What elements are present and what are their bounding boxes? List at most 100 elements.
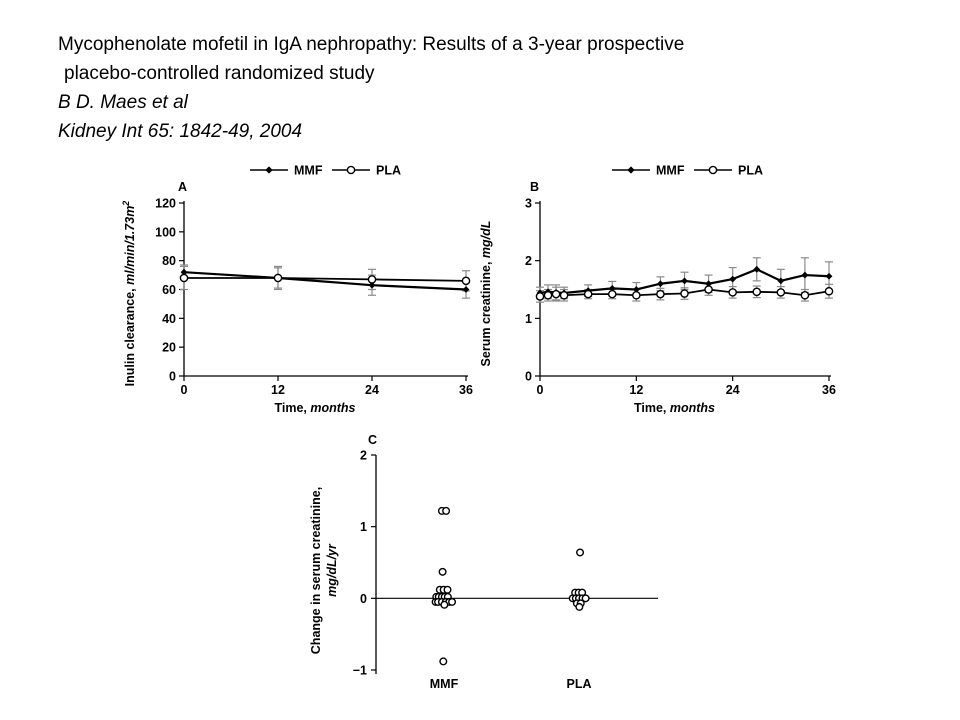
panel-b-mmf-series-line [539,268,830,295]
panel-b-pla-point [728,288,737,297]
panel-a-pla-point [461,276,471,286]
panel-b-legend-mmf-marker [627,166,635,174]
panel-a-mmf-point [368,281,376,289]
panel-b-x-axis-title: Time, months [634,401,715,415]
slide-title-line-1: Mycophenolate mofetil in IgA nephropathy… [58,34,685,55]
panel-a-mmf-point [274,274,282,282]
panel-b-mmf-point [681,277,688,285]
panel-b-pla-point [607,289,617,299]
panel-b-pla-point [656,289,665,299]
panel-b-pla-point [704,285,713,294]
panel-a-y-axis-title: Inulin clearance, ml/min/1.73m2 [121,201,137,387]
panel-b-mmf-point [825,272,833,280]
citation: Kidney Int 65: 1842-49, 2004 [58,121,303,142]
panel-b-y-axis-title: Serum creatinine, mg/dL [479,221,493,367]
panel-c-pla-point [576,599,585,608]
panel-a-y-tick-label: 0 [169,370,176,384]
slide-header: Mycophenolate mofetil in IgA nephropathy… [58,30,684,146]
panel-c-mmf-point [432,592,441,601]
panel-a-mmf-series-line [183,271,467,291]
panel-b-pla-point [543,290,553,300]
panel-c-mmf-point [440,592,449,601]
panel-c-pla-point [574,588,583,597]
panel-c-mmf-point [443,592,452,601]
panel-c-mmf-point [431,597,440,606]
panel-c-mmf-point [445,597,454,606]
panel-c-pla-point [576,548,585,557]
panel-c-mmf-point [438,567,447,576]
panel-c-mmf-point [437,597,446,606]
panel-a-y-tick-label: 60 [162,283,176,297]
panel-a-y-tick-label: 40 [162,312,176,326]
panel-c-pla-point [575,602,584,611]
panel-b-mmf-point [753,265,761,273]
panel-b-pla-point [680,289,689,298]
panel-c-mmf-point [439,585,448,594]
panel-c-y-tick-label: 1 [360,520,367,534]
panel-c-mmf-point [435,585,444,594]
panel-a-mmf-point [462,286,470,293]
panel-b-pla-point [632,290,641,300]
panel-a-legend-pla-marker [346,165,356,175]
panel-c-pla-point [572,599,581,608]
panel-c-mmf-point [441,597,450,606]
panel-c-pla-point [581,594,590,603]
panel-a-legend-mmf-marker [265,166,273,174]
panel-a-y-tick-label: 80 [162,254,176,268]
panel-b-mmf-point [584,287,592,295]
panel-b-mmf-point [729,275,737,283]
panel-a-y-tick-label: 120 [155,197,176,211]
panel-b-pla-point [535,292,545,301]
panel-b-mmf-point [777,277,785,285]
panel-a-x-tick-label: 36 [459,383,473,397]
panel-a-pla-series-line [184,277,467,282]
panel-b-mmf-point [544,288,552,296]
panel-a-x-tick-label: 24 [365,383,379,397]
panel-b-y-tick-label: 0 [525,370,532,384]
panel-b-pla-point [824,286,834,296]
panel-a-legend-mmf-label: MMF [294,164,323,178]
panel-b-y-tick-label: 1 [525,312,532,326]
panel-c-pla-point [571,588,580,597]
panel-a-y-tick-label: 100 [155,225,176,239]
panel-b-x-tick-label: 36 [822,383,836,397]
panel-a-pla-point [273,273,283,283]
panel-b-y-tick-label: 2 [525,254,532,268]
panel-a-x-tick-label: 0 [181,383,188,397]
slide-title-line-2: placebo-controlled randomized study [64,63,375,84]
panel-b-legend-pla-marker [708,165,718,175]
panel-c-pla-point [575,594,584,603]
panel-b-mmf-point [560,289,568,297]
panel-b-pla-point [559,290,569,300]
panel-a-x-axis-title: Time, months [274,401,355,415]
panel-a-pla-point [367,275,377,284]
panel-b-mmf-point [705,280,712,288]
panel-b-legend-mmf-label: MMF [656,164,685,178]
panel-c-pla-point [568,594,577,603]
panel-c-y-tick-label: 0 [360,592,367,606]
panel-b-x-tick-label: 12 [629,383,643,397]
panel-c-pla-point [571,594,580,603]
panel-b-pla-series-line [539,288,830,298]
panel-b-mmf-point [536,289,544,297]
panel-c-category-label-mmf: MMF [430,677,459,691]
panel-c-mmf-point [442,506,451,515]
panel-b-mmf-point [608,284,616,292]
panel-c-y-tick-label: 2 [360,449,367,463]
panel-c-y-tick-label: −1 [353,664,367,678]
panel-c-mmf-point [440,600,449,609]
panel-c-mmf-point [434,597,443,606]
panel-a-mmf-point [180,268,188,276]
panel-b-mmf-point [552,288,560,296]
panel-c-pla-point [578,594,587,603]
panel-b-letter: B [530,180,539,194]
panel-b-x-tick-label: 24 [726,383,740,397]
panel-b-x-tick-label: 0 [537,383,544,397]
panel-b-pla-point [800,290,810,300]
authors: B D. Maes et al [58,92,188,113]
panel-c-mmf-point [439,657,448,666]
panel-b-mmf-point [657,280,664,288]
panel-c-mmf-point [437,506,446,515]
panel-b-mmf-point [632,286,640,293]
panel-b-pla-point [776,288,786,297]
